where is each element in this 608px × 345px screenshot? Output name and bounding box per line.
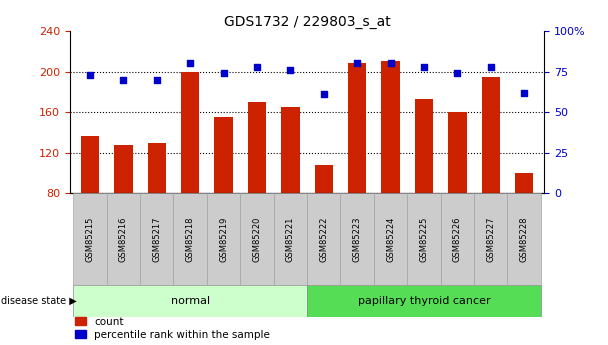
Point bbox=[385, 61, 395, 66]
Bar bbox=[441, 193, 474, 285]
Point bbox=[352, 61, 362, 66]
Bar bbox=[515, 173, 533, 193]
Text: GSM85223: GSM85223 bbox=[353, 216, 362, 262]
Text: GSM85220: GSM85220 bbox=[252, 216, 261, 262]
Bar bbox=[207, 193, 240, 285]
Bar bbox=[140, 193, 173, 285]
Bar bbox=[181, 71, 199, 193]
Text: GSM85221: GSM85221 bbox=[286, 216, 295, 262]
Bar bbox=[314, 165, 333, 193]
Bar bbox=[340, 193, 374, 285]
Text: GSM85227: GSM85227 bbox=[486, 216, 496, 262]
Bar bbox=[281, 107, 300, 193]
Bar bbox=[482, 77, 500, 193]
Title: GDS1732 / 229803_s_at: GDS1732 / 229803_s_at bbox=[224, 14, 390, 29]
Point bbox=[185, 61, 195, 66]
Text: GSM85218: GSM85218 bbox=[185, 216, 195, 262]
Bar bbox=[73, 285, 307, 317]
Point bbox=[252, 64, 262, 69]
Bar bbox=[215, 117, 233, 193]
Bar bbox=[407, 193, 441, 285]
Bar bbox=[381, 61, 399, 193]
Bar bbox=[240, 193, 274, 285]
Bar bbox=[374, 193, 407, 285]
Bar bbox=[415, 99, 433, 193]
Legend: count, percentile rank within the sample: count, percentile rank within the sample bbox=[75, 317, 270, 340]
Bar bbox=[73, 193, 106, 285]
Text: GSM85217: GSM85217 bbox=[152, 216, 161, 262]
Text: GSM85222: GSM85222 bbox=[319, 216, 328, 262]
Point bbox=[319, 91, 328, 97]
Text: GSM85224: GSM85224 bbox=[386, 216, 395, 262]
Text: papillary thyroid cancer: papillary thyroid cancer bbox=[358, 296, 490, 306]
Bar bbox=[307, 285, 541, 317]
Bar bbox=[106, 193, 140, 285]
Bar bbox=[448, 112, 466, 193]
Text: GSM85228: GSM85228 bbox=[520, 216, 528, 262]
Text: GSM85216: GSM85216 bbox=[119, 216, 128, 262]
Text: GSM85219: GSM85219 bbox=[219, 216, 228, 262]
Bar bbox=[274, 193, 307, 285]
Bar bbox=[307, 193, 340, 285]
Text: GSM85226: GSM85226 bbox=[453, 216, 462, 262]
Point bbox=[519, 90, 529, 96]
Point bbox=[452, 70, 462, 76]
Point bbox=[419, 64, 429, 69]
Point bbox=[119, 77, 128, 82]
Bar bbox=[173, 193, 207, 285]
Point bbox=[286, 67, 295, 73]
Bar bbox=[81, 136, 99, 193]
Point bbox=[152, 77, 162, 82]
Point bbox=[486, 64, 496, 69]
Bar bbox=[148, 142, 166, 193]
Bar bbox=[508, 193, 541, 285]
Text: GSM85225: GSM85225 bbox=[420, 216, 429, 262]
Point bbox=[85, 72, 95, 78]
Text: normal: normal bbox=[171, 296, 210, 306]
Bar bbox=[348, 63, 367, 193]
Bar bbox=[248, 102, 266, 193]
Bar bbox=[114, 145, 133, 193]
Point bbox=[219, 70, 229, 76]
Text: GSM85215: GSM85215 bbox=[86, 216, 94, 262]
Text: disease state ▶: disease state ▶ bbox=[1, 296, 77, 306]
Bar bbox=[474, 193, 508, 285]
